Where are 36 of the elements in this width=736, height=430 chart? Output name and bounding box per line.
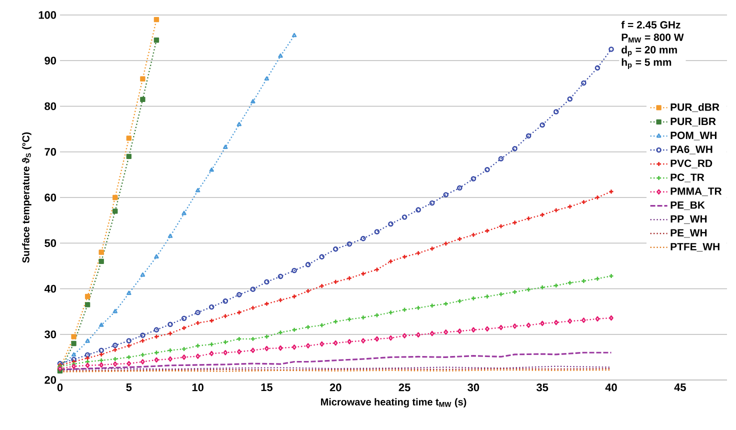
y-tick-label: 30: [44, 330, 56, 338]
y-tick-label: 40: [44, 284, 56, 293]
legend-label: PE_WH: [670, 229, 707, 238]
y-tick-label: 50: [44, 239, 56, 248]
x-tick-label: 45: [674, 384, 686, 392]
x-tick-label: 10: [192, 384, 204, 392]
x-tick-label: 5: [126, 384, 132, 392]
legend-label: PP_WH: [670, 215, 707, 224]
legend-label: PMMA_TR: [670, 188, 722, 196]
legend-label: PVC_RD: [670, 160, 712, 168]
y-tick-label: 70: [44, 148, 56, 156]
annotation: h$_{p}$ = 5 mm: [622, 58, 672, 69]
y-axis-title: Surface temperature ϑ$_{S}$ (°C): [22, 132, 32, 263]
legend-label: PA6_WH: [670, 146, 712, 154]
legend-label: PTFE_WH: [670, 243, 720, 252]
x-tick-label: 30: [468, 384, 480, 392]
legend-label: PC_TR: [670, 174, 704, 182]
y-tick-label: 90: [44, 56, 56, 65]
y-tick-label: 20: [44, 376, 56, 384]
x-tick-label: 35: [536, 384, 548, 392]
x-tick-label: 15: [261, 384, 272, 392]
annotation: P$_{MW}$ = 800 W: [622, 34, 684, 43]
legend-label: PE_BK: [670, 201, 705, 210]
y-tick-label: 80: [44, 102, 56, 110]
x-tick-label: 25: [398, 384, 410, 392]
annotation: d$_{p}$ = 20 mm: [622, 46, 677, 56]
x-tick-label: 20: [330, 384, 342, 392]
annotation: f = 2.45 GHz: [621, 20, 680, 29]
y-tick-label: 60: [44, 194, 56, 202]
legend-label: PUR_lBR: [670, 117, 716, 126]
x-tick-label: 0: [57, 384, 63, 392]
legend-label: POM_WH: [670, 132, 716, 140]
legend-label: PUR_dBR: [670, 103, 720, 112]
x-axis-title: Microwave heating time t$_{MW}$ (s): [321, 398, 466, 408]
y-tick-label: 100: [38, 11, 56, 19]
x-tick-label: 40: [605, 384, 617, 392]
